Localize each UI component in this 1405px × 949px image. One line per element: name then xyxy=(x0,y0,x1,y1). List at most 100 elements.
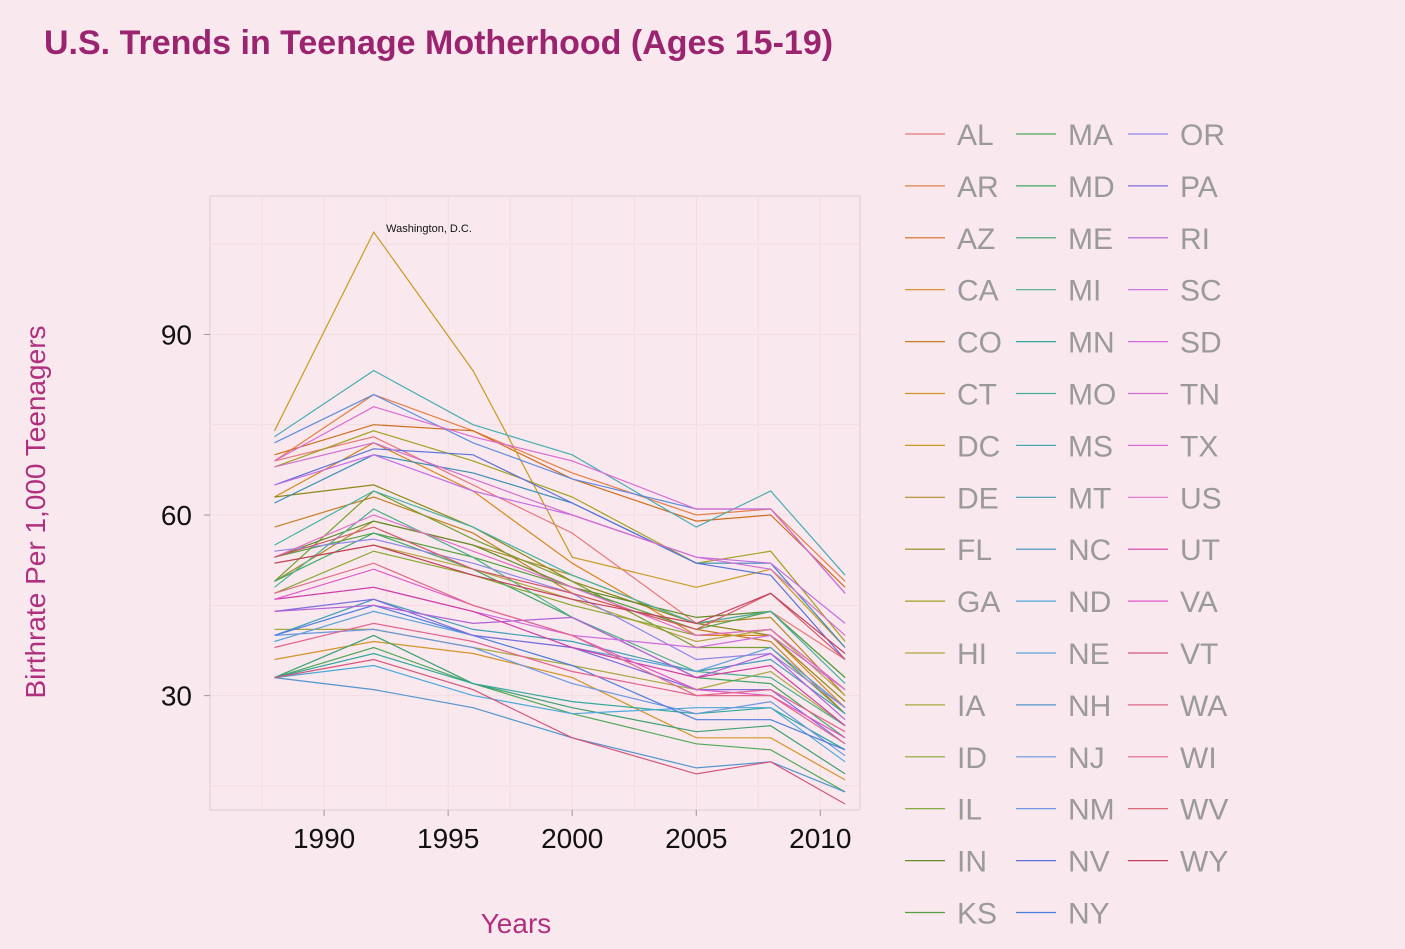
legend-label: AR xyxy=(957,171,999,204)
legend-label: MS xyxy=(1068,430,1113,463)
legend-item-ks: KS xyxy=(905,898,997,931)
series-line-ut xyxy=(274,586,846,727)
legend-item-dc: DC xyxy=(905,430,1000,463)
legend-item-nj: NJ xyxy=(1016,742,1105,775)
legend-label: TN xyxy=(1180,379,1220,412)
legend-label: CT xyxy=(957,379,997,412)
legend-item-az: AZ xyxy=(905,223,995,256)
legend-item-mn: MN xyxy=(1016,327,1115,360)
legend-label: US xyxy=(1180,482,1222,515)
legend-label: NE xyxy=(1068,638,1110,671)
legend-item-hi: HI xyxy=(905,638,987,671)
series-line-ne xyxy=(274,610,846,709)
legend-label: FL xyxy=(957,534,992,567)
legend-label: OR xyxy=(1180,119,1225,152)
series-line-mo xyxy=(274,490,846,685)
series-line-ri xyxy=(274,604,846,721)
plot-frame xyxy=(209,195,861,811)
legend-label: NC xyxy=(1068,534,1111,567)
legend-label: VT xyxy=(1180,638,1218,671)
legend: AL AR AZ CA CO CT DC DE FL GA HI IA ID IL IN KS MA MD ME MI… xyxy=(905,119,1228,931)
series-line-wy xyxy=(274,544,846,654)
legend-label: CA xyxy=(957,275,999,308)
legend-item-tx: TX xyxy=(1128,430,1218,463)
series-line-tn xyxy=(274,442,846,636)
legend-item-de: DE xyxy=(905,482,999,515)
x-tick-label: 1990 xyxy=(293,823,355,854)
series-line-mi xyxy=(274,508,846,727)
legend-item-ma: MA xyxy=(1016,119,1113,152)
legend-item-pa: PA xyxy=(1128,171,1218,204)
legend-item-md: MD xyxy=(1016,171,1115,204)
legend-label: MD xyxy=(1068,171,1115,204)
legend-item-sc: SC xyxy=(1128,275,1222,308)
legend-label: NH xyxy=(1068,690,1111,723)
legend-label: IL xyxy=(957,794,982,827)
legend-label: KS xyxy=(957,898,997,931)
legend-item-nd: ND xyxy=(1016,586,1111,619)
chart-title: U.S. Trends in Teenage Motherhood (Ages … xyxy=(44,24,834,62)
series-line-ms xyxy=(274,369,846,576)
legend-label: MN xyxy=(1068,327,1115,360)
legend-item-ca: CA xyxy=(905,275,999,308)
series-line-nv xyxy=(274,448,846,660)
legend-item-wi: WI xyxy=(1128,742,1217,775)
legend-label: IA xyxy=(957,690,985,723)
series-line-us xyxy=(274,514,846,691)
x-axis-ticks: 1990 1995 2000 2005 2010 xyxy=(293,810,851,854)
legend-item-mo: MO xyxy=(1016,379,1116,412)
legend-label: CO xyxy=(957,327,1002,360)
legend-item-ar: AR xyxy=(905,171,999,204)
y-tick-label: 60 xyxy=(161,500,192,531)
legend-label: MT xyxy=(1068,482,1111,515)
legend-item-mt: MT xyxy=(1016,482,1111,515)
legend-label: AZ xyxy=(957,223,995,256)
legend-item-va: VA xyxy=(1128,586,1218,619)
series-line-ct xyxy=(274,640,846,781)
annotations: Washington, D.C. xyxy=(386,223,472,235)
legend-item-il: IL xyxy=(905,794,982,827)
legend-item-fl: FL xyxy=(905,534,992,567)
legend-item-ne: NE xyxy=(1016,638,1110,671)
series-line-ga xyxy=(274,430,846,642)
legend-label: GA xyxy=(957,586,1000,619)
legend-item-ri: RI xyxy=(1128,223,1210,256)
grid xyxy=(210,196,860,810)
legend-label: SD xyxy=(1180,327,1222,360)
legend-item-id: ID xyxy=(905,742,987,775)
legend-label: NM xyxy=(1068,794,1115,827)
annotation-label: Washington, D.C. xyxy=(386,223,472,235)
series-line-me xyxy=(274,634,846,775)
x-tick-label: 2000 xyxy=(541,823,603,854)
series-line-wi xyxy=(274,622,846,733)
legend-label: MA xyxy=(1068,119,1113,152)
legend-item-ms: MS xyxy=(1016,430,1113,463)
series-line-nd xyxy=(274,664,846,763)
legend-item-in: IN xyxy=(905,846,987,879)
legend-item-me: ME xyxy=(1016,223,1113,256)
legend-label: SC xyxy=(1180,275,1222,308)
legend-item-vt: VT xyxy=(1128,638,1218,671)
legend-item-wv: WV xyxy=(1128,794,1228,827)
legend-item-ut: UT xyxy=(1128,534,1220,567)
legend-label: DC xyxy=(957,430,1000,463)
legend-item-wa: WA xyxy=(1128,690,1227,723)
x-axis-title: Years xyxy=(481,908,552,939)
x-tick-label: 1995 xyxy=(417,823,479,854)
legend-item-nv: NV xyxy=(1016,846,1110,879)
legend-label: VA xyxy=(1180,586,1218,619)
series-line-il xyxy=(274,490,846,715)
series-line-wa xyxy=(274,562,846,745)
legend-label: WV xyxy=(1180,794,1228,827)
legend-item-nm: NM xyxy=(1016,794,1115,827)
legend-label: WA xyxy=(1180,690,1227,723)
series-line-nj xyxy=(274,628,846,757)
legend-label: NV xyxy=(1068,846,1110,879)
legend-label: ME xyxy=(1068,223,1113,256)
series-lines xyxy=(273,230,846,805)
legend-label: AL xyxy=(957,119,994,152)
legend-item-al: AL xyxy=(905,119,994,152)
series-line-tx xyxy=(274,406,846,594)
legend-item-nh: NH xyxy=(1016,690,1111,723)
